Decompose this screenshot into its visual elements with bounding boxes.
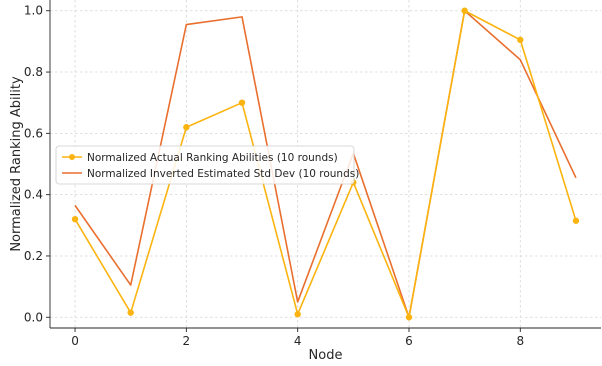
data-point-actual — [127, 309, 134, 316]
legend-label-inverted-std: Normalized Inverted Estimated Std Dev (1… — [87, 168, 359, 180]
y-tick-label: 0.2 — [24, 249, 43, 263]
legend-entry-actual: Normalized Actual Ranking Abilities (10 … — [62, 152, 338, 164]
axes — [49, 0, 601, 329]
data-point-actual — [238, 99, 246, 106]
y-tick-label: 0.0 — [24, 310, 43, 324]
legend-label-actual: Normalized Actual Ranking Abilities (10 … — [87, 152, 338, 164]
tick-labels: 0 2 4 6 8 0.0 0.2 0.4 0.6 0.8 1.0 — [24, 4, 524, 348]
data-point-actual — [572, 217, 580, 224]
y-tick-label: 0.8 — [24, 65, 43, 79]
data-point-actual — [517, 36, 524, 44]
x-tick-label: 4 — [294, 334, 302, 348]
x-tick-label: 2 — [183, 334, 191, 348]
series-line-actual — [74, 9, 577, 319]
data-point-actual — [405, 314, 413, 321]
y-tick-label: 0.6 — [24, 126, 43, 140]
data-point-actual — [294, 311, 301, 318]
x-tick-label: 0 — [71, 334, 79, 348]
legend-entry-inverted-std: Normalized Inverted Estimated Std Dev (1… — [62, 168, 359, 180]
data-point-actual — [183, 124, 190, 131]
x-tick-label: 8 — [516, 334, 524, 348]
legend-marker-actual — [69, 154, 75, 160]
x-tick-label: 6 — [405, 334, 413, 348]
data-point-actual — [461, 7, 468, 14]
grid — [50, 0, 601, 328]
data-point-actual — [71, 215, 79, 223]
x-axis-label: Node — [309, 348, 343, 363]
y-tick-label: 0.4 — [24, 188, 43, 202]
legend-box — [55, 145, 355, 185]
y-axis-label: Normalized Ranking Ability — [9, 76, 24, 252]
y-tick-label: 1.0 — [24, 4, 43, 18]
legend: Normalized Actual Ranking Abilities (10 … — [55, 145, 359, 185]
